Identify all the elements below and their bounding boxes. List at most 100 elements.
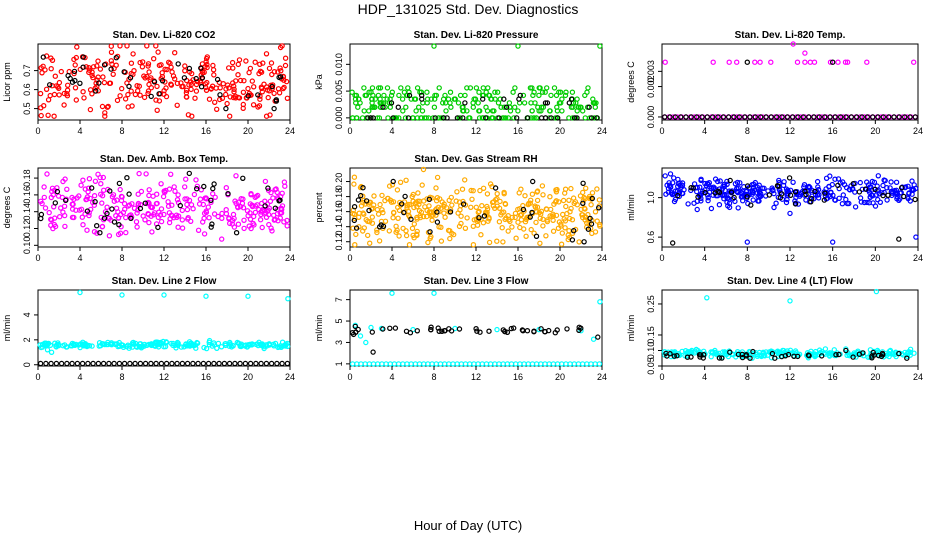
series-1-point — [583, 185, 589, 191]
series-2-point — [38, 211, 45, 218]
series-1-point — [438, 224, 444, 230]
series-1-point — [209, 83, 216, 89]
series-2-point — [435, 325, 441, 331]
series-1-point — [697, 349, 703, 355]
series-1-point — [349, 361, 356, 367]
series-2-point — [100, 360, 107, 367]
series-1-point — [750, 184, 756, 191]
series-1-point — [230, 211, 237, 218]
series-1-point — [450, 361, 456, 367]
series-2-point — [456, 326, 463, 332]
series-1-point — [184, 216, 191, 222]
series-1-point — [282, 183, 288, 189]
series-2-point — [875, 114, 881, 120]
series-2-point — [508, 325, 514, 332]
series-1-point — [771, 204, 777, 211]
series-1-point — [662, 173, 668, 179]
series-1-point — [872, 203, 879, 209]
series-2-point — [695, 194, 701, 200]
series-2-point — [835, 182, 841, 189]
series-2-point — [675, 192, 681, 199]
series-1-point — [756, 198, 762, 204]
series-1-point — [888, 179, 894, 185]
series-1-point — [790, 41, 796, 47]
series-1-point — [74, 44, 80, 50]
series-2-point — [571, 227, 577, 234]
series-2-point — [819, 353, 825, 359]
series-1-point — [367, 240, 373, 246]
series-1-point — [578, 206, 584, 213]
series-2-point — [862, 186, 869, 192]
series-1-point — [245, 213, 251, 219]
series-1-point — [69, 194, 75, 201]
series-2-point — [37, 360, 44, 367]
x-tick-label: 20 — [555, 372, 565, 382]
series-1-point — [588, 201, 594, 208]
series-1-point — [231, 224, 238, 230]
series-2-point — [271, 105, 277, 112]
series-1-point — [235, 71, 241, 78]
series-1-point — [250, 220, 256, 227]
series-1-point — [563, 89, 569, 95]
series-1-point — [100, 174, 107, 181]
panel-title: Stan. Dev. Li-820 CO2 — [113, 30, 216, 41]
series-1-point — [806, 183, 812, 190]
series-2-point — [904, 355, 910, 361]
series-1-point — [425, 239, 431, 246]
series-2-point — [93, 222, 100, 229]
y-tick-label: 5 — [334, 319, 344, 324]
series-1-point — [389, 290, 395, 296]
series-1-point — [62, 176, 68, 182]
series-2-point — [179, 360, 186, 367]
series-1-point — [203, 55, 210, 62]
plot-frame — [661, 43, 919, 121]
series-1-point — [223, 206, 229, 213]
series-1-point — [894, 195, 900, 202]
series-1-point — [414, 228, 420, 235]
series-1-point — [877, 199, 884, 205]
series-2-point — [731, 194, 737, 201]
series-1-point — [739, 349, 746, 355]
series-1-point — [445, 96, 452, 102]
series-1-point — [843, 196, 849, 203]
series-1-point — [835, 59, 841, 65]
series-1-point — [569, 230, 576, 236]
series-1-point — [241, 77, 247, 84]
series-2-point — [201, 183, 207, 190]
x-tick-label: 0 — [347, 372, 352, 382]
series-1-point — [705, 197, 711, 204]
series-2-point — [80, 54, 87, 60]
series-1-point — [785, 350, 792, 356]
series-2-point — [211, 360, 217, 367]
series-1-point — [252, 59, 258, 65]
series-1-point — [382, 218, 389, 224]
x-tick-label: 20 — [870, 372, 880, 382]
series-1-point — [236, 341, 242, 347]
series-2-point — [351, 203, 358, 210]
series-1-point — [550, 361, 557, 367]
series-2-point — [365, 115, 371, 121]
series-1-point — [425, 361, 431, 367]
panel-title: Stan. Dev. Amb. Box Temp. — [100, 154, 228, 165]
series-2-point — [739, 354, 746, 361]
series-1-point — [568, 185, 574, 192]
series-2-point — [822, 114, 828, 120]
series-1-point — [146, 69, 152, 75]
series-1-point — [369, 96, 375, 102]
series-1-point — [101, 79, 108, 86]
series-1-point — [266, 65, 273, 72]
series-1-point — [793, 194, 799, 201]
series-1-point — [154, 83, 160, 90]
series-1-point — [446, 361, 452, 367]
series-1-point — [827, 173, 833, 179]
series-1-point — [156, 98, 163, 104]
series-2-point — [568, 96, 575, 102]
y-tick-label: 0.15 — [646, 326, 656, 344]
series-2-point — [426, 196, 432, 202]
series-1-point — [795, 201, 802, 207]
series-1-point — [186, 69, 193, 75]
series-1-point — [361, 108, 367, 114]
series-1-point — [125, 342, 131, 348]
series-1-point — [498, 104, 504, 110]
series-1-point — [264, 343, 270, 349]
